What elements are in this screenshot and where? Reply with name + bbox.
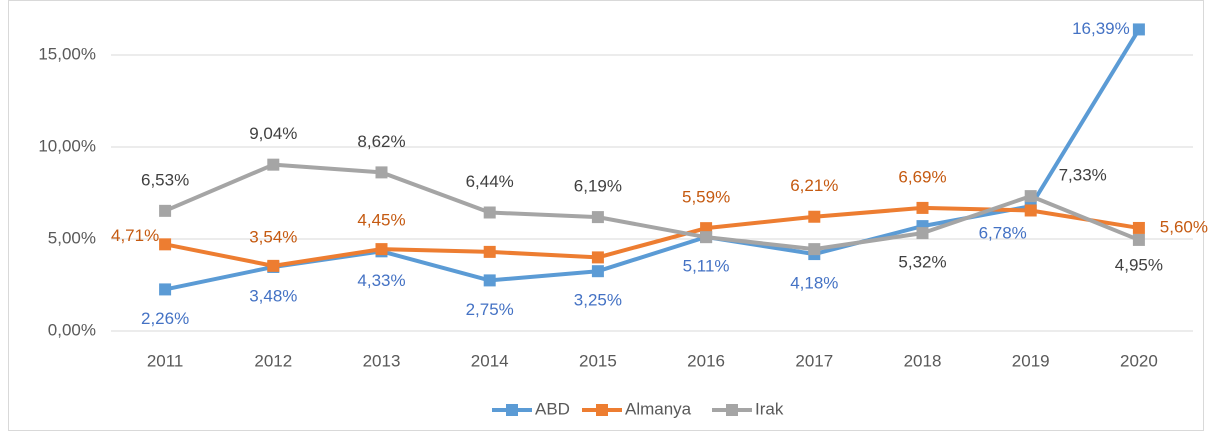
x-tick-label: 2011 <box>147 351 184 370</box>
x-tick-label: 2018 <box>904 351 942 370</box>
marker <box>591 265 604 278</box>
marker <box>159 238 172 251</box>
data-label: 8,62% <box>357 132 405 151</box>
data-label: 6,19% <box>574 177 622 196</box>
marker <box>1132 23 1145 36</box>
data-label: 6,53% <box>141 170 189 189</box>
data-label: 6,21% <box>790 176 838 195</box>
marker <box>1024 190 1037 203</box>
chart-border <box>8 0 1204 431</box>
data-label: 4,33% <box>357 271 405 290</box>
data-label: 2,26% <box>141 309 189 328</box>
data-label: 3,54% <box>249 227 297 246</box>
x-tick-label: 2020 <box>1120 351 1158 370</box>
y-tick-label: 5,00% <box>48 228 96 247</box>
data-label: 7,33% <box>1059 166 1107 185</box>
data-label: 3,48% <box>249 286 297 305</box>
marker <box>700 231 713 244</box>
data-label: 4,18% <box>790 274 838 293</box>
x-tick-label: 2017 <box>795 351 833 370</box>
marker <box>483 274 496 287</box>
x-tick-label: 2015 <box>579 351 617 370</box>
data-label: 6,44% <box>466 172 514 191</box>
marker <box>1132 233 1145 246</box>
marker <box>591 251 604 264</box>
marker <box>159 204 172 217</box>
legend-label: ABD <box>535 399 570 418</box>
x-tick-label: 2012 <box>254 351 292 370</box>
x-tick-label: 2016 <box>687 351 725 370</box>
marker <box>591 211 604 224</box>
legend-marker <box>596 404 608 416</box>
legend-marker <box>726 404 738 416</box>
data-label: 5,32% <box>898 253 946 272</box>
data-label: 6,69% <box>898 167 946 186</box>
data-label: 5,11% <box>683 256 730 275</box>
marker <box>1132 221 1145 234</box>
data-label: 5,60% <box>1160 217 1208 236</box>
data-label: 6,78% <box>979 224 1027 243</box>
marker <box>159 283 172 296</box>
marker <box>700 222 713 235</box>
y-tick-label: 10,00% <box>38 136 96 155</box>
legend-marker <box>506 404 518 416</box>
marker <box>375 243 388 256</box>
y-tick-label: 15,00% <box>38 44 96 63</box>
legend-label: Almanya <box>625 399 692 418</box>
marker <box>808 210 821 223</box>
x-tick-label: 2013 <box>363 351 401 370</box>
data-label: 9,04% <box>249 124 297 143</box>
marker <box>1024 204 1037 217</box>
series-line <box>164 162 1140 252</box>
data-label: 5,59% <box>682 188 730 207</box>
marker <box>375 166 388 179</box>
x-tick-label: 2019 <box>1012 351 1050 370</box>
marker <box>808 243 821 256</box>
data-label: 3,25% <box>574 291 622 310</box>
data-label: 16,39% <box>1072 19 1130 38</box>
data-label: 4,71% <box>111 226 159 245</box>
x-tick-label: 2014 <box>471 351 509 370</box>
legend-label: Irak <box>755 399 784 418</box>
series-line <box>164 205 1140 268</box>
data-label: 4,95% <box>1115 255 1163 274</box>
marker <box>267 259 280 272</box>
data-label: 4,45% <box>357 211 405 230</box>
marker <box>916 201 929 214</box>
marker <box>483 206 496 219</box>
marker <box>267 158 280 171</box>
data-label: 2,75% <box>466 300 514 319</box>
y-tick-label: 0,00% <box>48 320 96 339</box>
marker <box>483 245 496 258</box>
marker <box>916 227 929 240</box>
